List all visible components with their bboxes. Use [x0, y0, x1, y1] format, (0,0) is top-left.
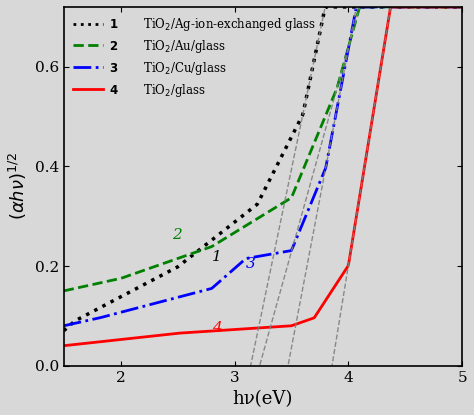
Text: 4: 4	[212, 321, 221, 335]
Y-axis label: $(\alpha h\nu)^{1/2}$: $(\alpha h\nu)^{1/2}$	[7, 152, 29, 220]
Text: 2: 2	[172, 227, 182, 242]
Text: 3: 3	[246, 257, 255, 271]
Text: 1: 1	[212, 250, 221, 264]
X-axis label: hν(eV): hν(eV)	[233, 390, 293, 408]
Legend: $\mathbf{1}$       TiO$_2$/Ag-ion-exchanged glass, $\mathbf{2}$       TiO$_2$/Au: $\mathbf{1}$ TiO$_2$/Ag-ion-exchanged gl…	[70, 13, 319, 102]
